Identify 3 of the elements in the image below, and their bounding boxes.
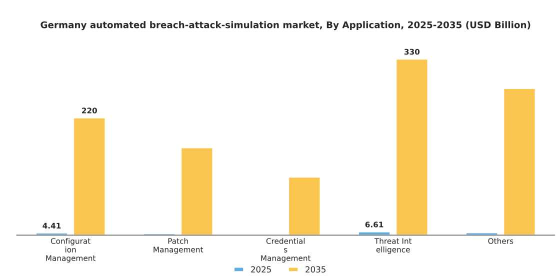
chart-title: Germany automated breach-attack-simulation market, By Application, 2025-2035 (USD Billion) xyxy=(40,21,530,30)
legend-label: 2035 xyxy=(306,266,326,273)
legend-label: 2025 xyxy=(251,266,271,273)
